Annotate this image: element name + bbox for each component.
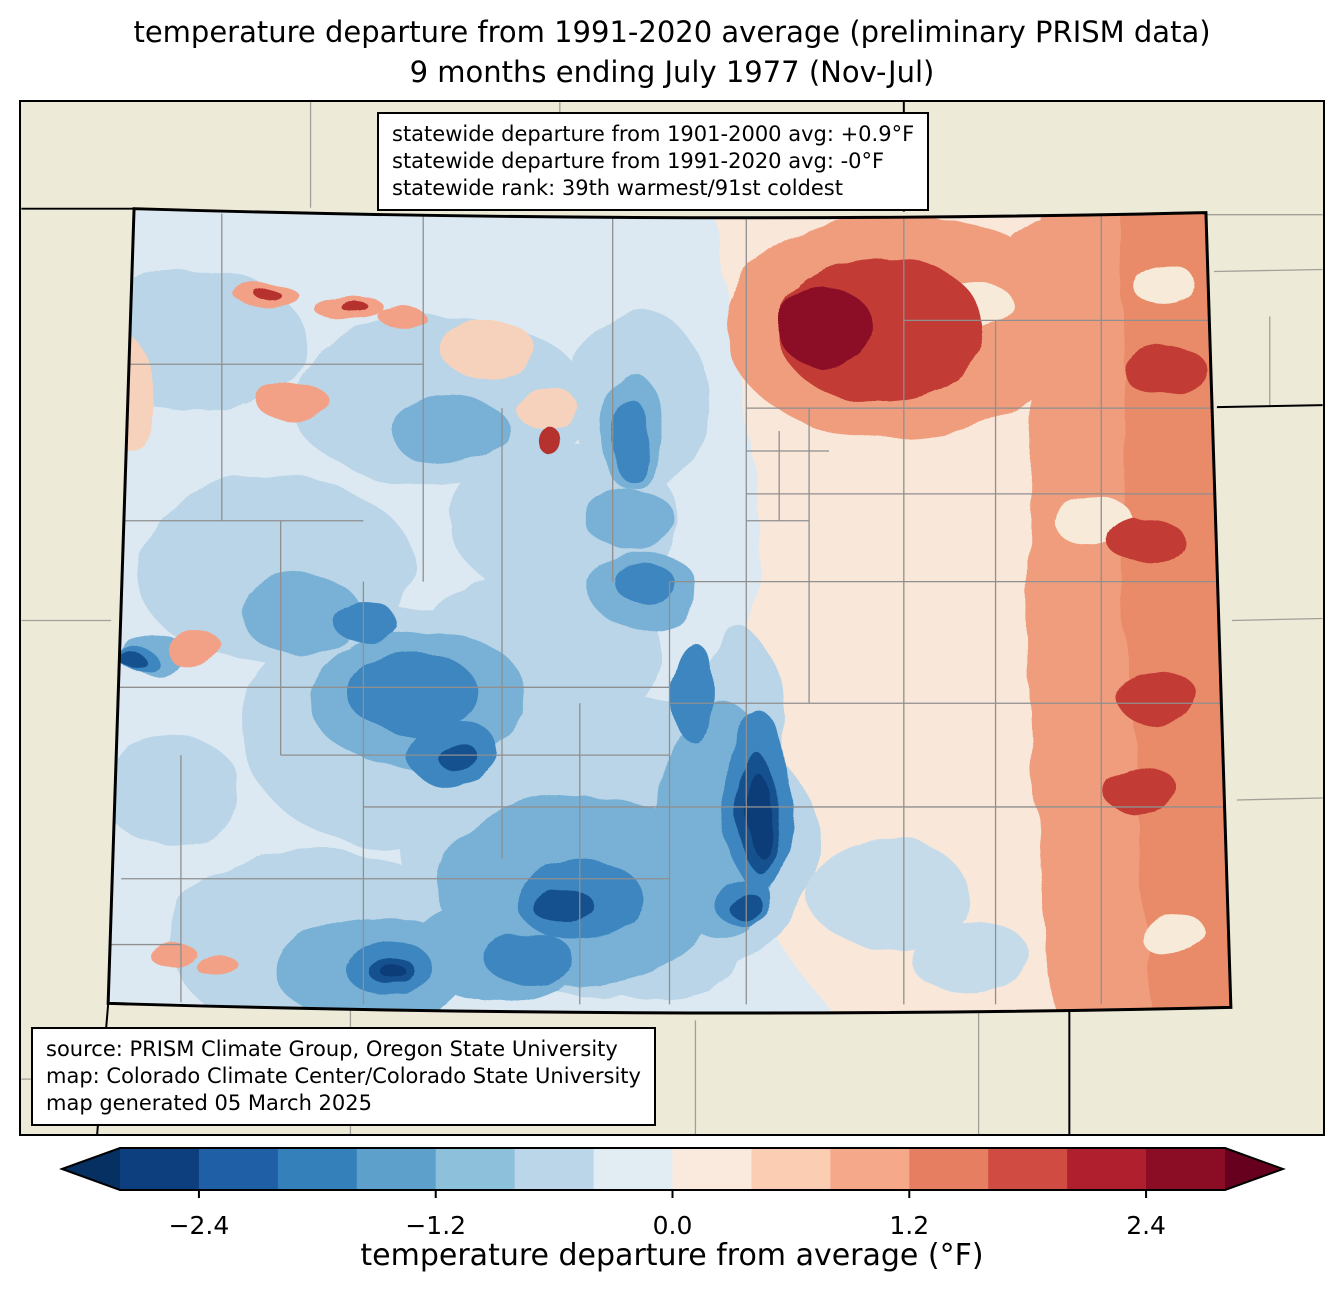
- source-line-1: source: PRISM Climate Group, Oregon Stat…: [46, 1037, 618, 1061]
- colorbar-segment: [593, 1148, 674, 1190]
- colorbar-outline: [59, 1147, 1286, 1191]
- title-line-1: temperature departure from 1991-2020 ave…: [133, 15, 1211, 49]
- colorbar-segment: [830, 1148, 910, 1190]
- colorbar-tick-label: 0.0: [653, 1211, 693, 1240]
- colorbar-segment: [435, 1148, 516, 1190]
- colorbar-svg: −2.4 −1.2 0.0 1.2 2.4: [59, 1147, 1286, 1240]
- colorbar-segment: [988, 1148, 1068, 1190]
- colorbar-segment: [198, 1148, 279, 1190]
- colorado-anomaly-map: [21, 102, 1323, 1134]
- stats-line-1: statewide departure from 1901-2000 avg: …: [392, 122, 915, 146]
- colorbar-segment: [1146, 1148, 1226, 1190]
- stats-line-3: statewide rank: 39th warmest/91st coldes…: [392, 176, 843, 200]
- colorbar-tick-label: 2.4: [1126, 1211, 1166, 1240]
- colorbar-segment: [514, 1148, 595, 1190]
- warm-dots-west: [257, 292, 558, 452]
- colorbar-segment: [909, 1148, 989, 1190]
- state-border: [106, 207, 1233, 1015]
- warm-core-northeast: [776, 286, 872, 367]
- colorbar-segment: [356, 1148, 437, 1190]
- title-line-2: 9 months ending July 1977 (Nov-Jul): [409, 55, 935, 89]
- colorbar-tick-label: −1.2: [405, 1211, 466, 1240]
- colorbar-extend-left: [62, 1148, 120, 1190]
- colorbar-segment: [1067, 1148, 1147, 1190]
- colorbar-label: temperature departure from average (°F): [360, 1238, 984, 1273]
- colorbar-extend-right: [1225, 1148, 1283, 1190]
- colorbar-segment: [751, 1148, 831, 1190]
- source-line-3: map generated 05 March 2025: [46, 1091, 373, 1115]
- colorbar-tick-label: −2.4: [169, 1211, 230, 1240]
- colorbar: −2.4 −1.2 0.0 1.2 2.4: [0, 1142, 1344, 1242]
- source-line-2: map: Colorado Climate Center/Colorado St…: [46, 1064, 641, 1088]
- anomaly-blobs: [108, 208, 1231, 1013]
- stats-line-2: statewide departure from 1991-2020 avg: …: [392, 149, 885, 173]
- source-box: source: PRISM Climate Group, Oregon Stat…: [31, 1027, 656, 1126]
- colorbar-segment: [277, 1148, 358, 1190]
- cool-core-group: [381, 775, 772, 980]
- map-frame: statewide departure from 1901-2000 avg: …: [19, 100, 1325, 1136]
- map-title: temperature departure from 1991-2020 ave…: [0, 12, 1344, 92]
- colorbar-segment: [120, 1148, 200, 1190]
- colorbar-tick-label: 1.2: [889, 1211, 929, 1240]
- county-boundaries: [108, 211, 1231, 1005]
- colorbar-segment: [672, 1148, 753, 1190]
- temperature-field: [108, 208, 1231, 1013]
- stats-box: statewide departure from 1901-2000 avg: …: [377, 112, 930, 211]
